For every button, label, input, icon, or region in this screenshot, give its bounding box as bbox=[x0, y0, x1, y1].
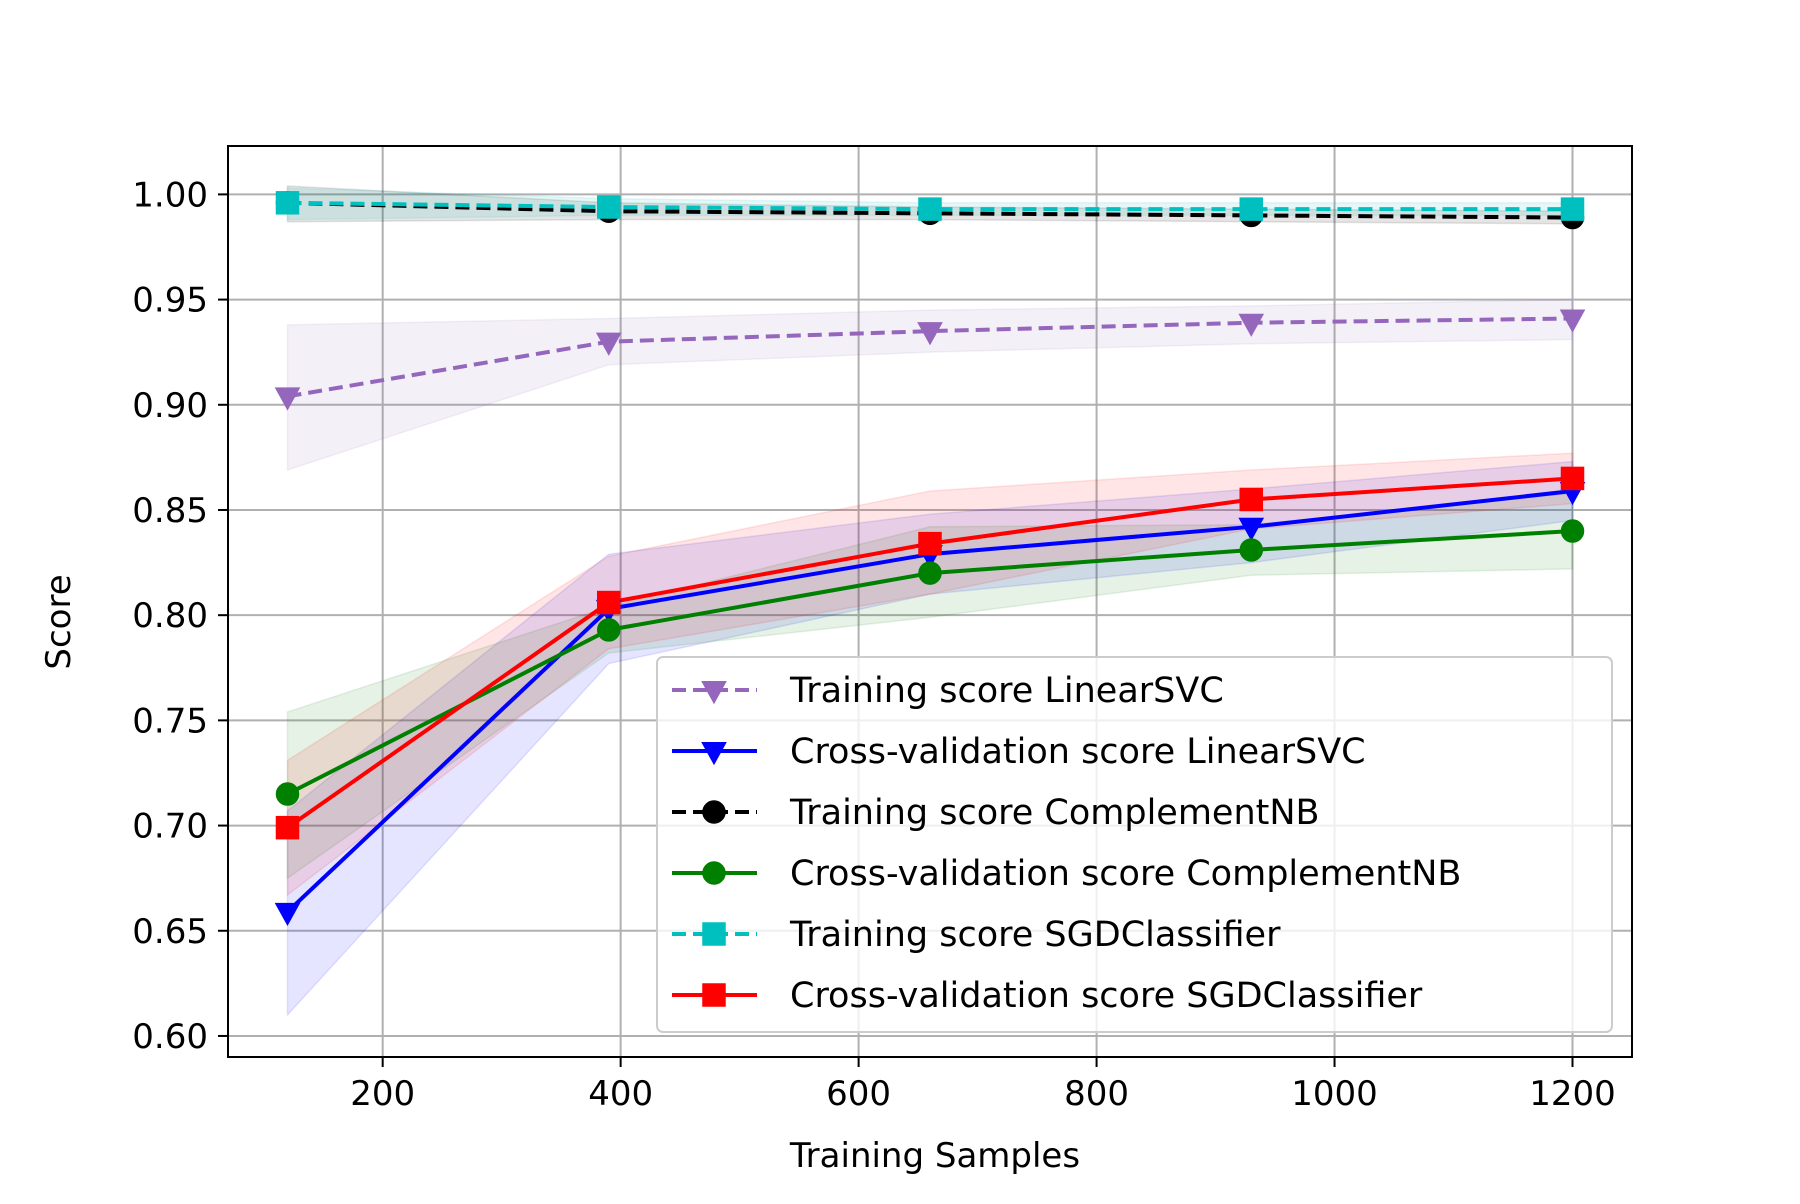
point-cross-validation-score-sgdclassifier bbox=[1239, 487, 1264, 512]
legend-marker-cross-validation-score-complementnb bbox=[702, 861, 726, 885]
point-cross-validation-score-complementnb bbox=[275, 782, 300, 806]
y-tick-label: 0.75 bbox=[132, 701, 208, 741]
legend-label: Training score ComplementNB bbox=[789, 793, 1320, 833]
y-tick-label: 0.65 bbox=[132, 912, 208, 952]
y-tick-label: 0.80 bbox=[132, 596, 208, 636]
legend-marker-cross-validation-score-linearsvc bbox=[701, 742, 727, 766]
legend-label: Training score SGDClassifier bbox=[789, 915, 1281, 955]
point-training-score-sgdclassifier bbox=[918, 197, 942, 221]
x-tick-label: 1000 bbox=[1291, 1074, 1378, 1114]
point-cross-validation-score-sgdclassifier bbox=[918, 531, 942, 556]
point-training-score-sgdclassifier bbox=[1239, 197, 1264, 221]
point-cross-validation-score-complementnb bbox=[1239, 538, 1264, 562]
point-cross-validation-score-sgdclassifier bbox=[1560, 466, 1585, 491]
legend-box bbox=[656, 656, 1613, 1033]
y-tick-label: 0.90 bbox=[132, 386, 208, 426]
y-axis-ticks: 0.60 0.65 0.70 0.75 0.80 0.85 0.90 0.95 1.00 bbox=[132, 175, 228, 1057]
legend-label: Cross-validation score ComplementNB bbox=[790, 854, 1461, 894]
point-training-score-sgdclassifier bbox=[275, 191, 300, 215]
point-cross-validation-score-complementnb bbox=[918, 561, 942, 585]
x-tick-label: 800 bbox=[1064, 1074, 1129, 1114]
point-cross-validation-score-linearsvc bbox=[274, 902, 301, 927]
point-training-score-sgdclassifier bbox=[596, 195, 621, 219]
legend-marker-training-score-sgdclassifier bbox=[702, 922, 726, 946]
line-training-score-linearsvc bbox=[287, 316, 1573, 399]
point-cross-validation-score-complementnb bbox=[1560, 519, 1585, 543]
point-training-score-linearsvc bbox=[595, 332, 622, 356]
x-axis-ticks: 200 400 600 800 1000 1200 bbox=[350, 1057, 1616, 1114]
legend-marker-cross-validation-score-sgdclassifier bbox=[702, 983, 726, 1007]
point-cross-validation-score-complementnb bbox=[596, 618, 621, 642]
plot-frame bbox=[227, 145, 1633, 1058]
x-tick-label: 200 bbox=[350, 1074, 415, 1114]
point-training-score-sgdclassifier bbox=[1560, 197, 1585, 221]
y-tick-label: 0.70 bbox=[132, 807, 208, 847]
point-training-score-linearsvc bbox=[1238, 313, 1265, 337]
legend-marker-training-score-complementnb bbox=[702, 800, 726, 824]
x-axis-label: Training Samples bbox=[789, 1136, 1080, 1176]
y-tick-label: 0.85 bbox=[132, 491, 208, 531]
point-cross-validation-score-sgdclassifier bbox=[275, 815, 300, 840]
legend-marker-training-score-linearsvc bbox=[701, 681, 727, 705]
legend: Training score LinearSVC Cross-validation… bbox=[656, 656, 1613, 1033]
point-training-score-linearsvc bbox=[274, 387, 301, 411]
legend-label: Cross-validation score LinearSVC bbox=[790, 732, 1366, 772]
point-cross-validation-score-sgdclassifier bbox=[596, 590, 621, 615]
legend-label: Training score LinearSVC bbox=[789, 671, 1224, 711]
y-tick-label: 0.60 bbox=[132, 1017, 208, 1057]
point-training-score-linearsvc bbox=[917, 322, 943, 346]
series-markers bbox=[274, 191, 1586, 927]
x-tick-label: 400 bbox=[588, 1074, 653, 1114]
y-tick-label: 0.95 bbox=[132, 281, 208, 321]
point-cross-validation-score-linearsvc bbox=[1238, 517, 1265, 542]
point-training-score-linearsvc bbox=[1559, 309, 1586, 333]
x-tick-label: 600 bbox=[826, 1074, 891, 1114]
y-tick-label: 1.00 bbox=[132, 175, 208, 215]
legend-label: Cross-validation score SGDClassifier bbox=[790, 976, 1423, 1016]
y-axis-label: Score bbox=[39, 574, 79, 669]
x-tick-label: 1200 bbox=[1529, 1074, 1616, 1114]
grid bbox=[228, 146, 1632, 1057]
